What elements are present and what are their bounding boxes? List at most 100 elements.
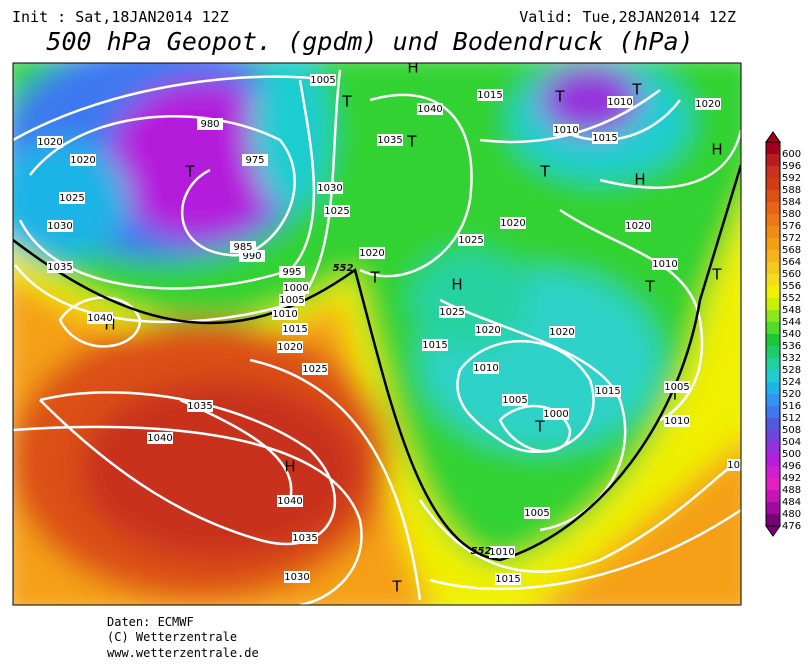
colorbar-cell — [766, 478, 780, 490]
isobar-label-bg — [359, 247, 385, 259]
isobar-label-bg — [543, 408, 569, 420]
colorbar-arrow-bottom — [765, 525, 781, 537]
map-title: 500 hPa Geopot. (gpdm) und Bodendruck (h… — [46, 27, 693, 56]
isobar-label: 995 — [282, 267, 301, 278]
isobar-label-bg — [272, 308, 298, 320]
isobar-label: 1035 — [377, 135, 402, 146]
pressure-center: T — [644, 278, 655, 296]
isobar-label: 1010 — [489, 547, 514, 558]
colorbar-cell — [766, 490, 780, 502]
contour-label: 552 — [471, 546, 492, 557]
pressure-center: T — [341, 93, 352, 111]
isobar-label: 1020 — [277, 342, 302, 353]
isobar-label-bg — [70, 154, 96, 166]
isobar-label: 1010 — [473, 363, 498, 374]
isobar-label: 1025 — [439, 307, 464, 318]
colorbar-label: 504 — [782, 437, 801, 448]
isobar-label: 1025 — [59, 193, 84, 204]
isobar-label-bg — [652, 258, 678, 270]
isobar-label: 1005 — [664, 382, 689, 393]
colorbar-cell — [766, 334, 780, 346]
isobar-label-bg — [277, 495, 303, 507]
footer-url: www.wetterzentrale.de — [107, 646, 259, 660]
pressure-center: T — [406, 133, 417, 151]
isobar-label-bg — [197, 118, 223, 130]
isobar-label: 1010 — [607, 97, 632, 108]
isobar-label-bg — [473, 362, 499, 374]
isobar-label-bg — [310, 74, 336, 86]
isobar-label-bg — [500, 217, 526, 229]
isobar-label: 1020 — [37, 137, 62, 148]
isobar-label-bg — [279, 294, 305, 306]
colorbar-label: 592 — [782, 173, 801, 184]
isobar-label-bg — [187, 400, 213, 412]
isobar-label-bg — [147, 432, 173, 444]
colorbar-label: 512 — [782, 413, 801, 424]
pressure-center: T — [554, 88, 565, 106]
pressure-center: H — [104, 316, 115, 334]
isobar-label-bg — [277, 341, 303, 353]
isobar-label: 1020 — [475, 325, 500, 336]
isobar-label-bg — [59, 192, 85, 204]
isobar-label-bg — [727, 459, 741, 471]
colorbar: 6005965925885845805765725685645605565525… — [765, 131, 801, 537]
geopotential-field — [13, 63, 741, 605]
isobar-label: 1015 — [595, 386, 620, 397]
colorbar-cell — [766, 370, 780, 382]
pressure-center: T — [631, 81, 642, 99]
isobar-label-bg — [242, 154, 268, 166]
isobar-label-bg — [47, 261, 73, 273]
pressure-center: T — [539, 163, 550, 181]
colorbar-cell — [766, 190, 780, 202]
colorbar-cell — [766, 394, 780, 406]
isobar-label-bg — [524, 507, 550, 519]
isobar-label-bg — [283, 282, 309, 294]
isobar-label-bg — [279, 266, 305, 278]
contour-552 — [13, 164, 741, 562]
pressure-center: H — [634, 171, 645, 189]
colorbar-label: 600 — [782, 149, 801, 160]
isobar-label: 975 — [245, 155, 264, 166]
isobar-label-bg — [47, 220, 73, 232]
colorbar-label: 596 — [782, 161, 801, 172]
isobar-label: 1020 — [695, 99, 720, 110]
init-time: Init : Sat,18JAN2014 12Z — [12, 8, 229, 26]
isobar-label: 1010 — [664, 416, 689, 427]
colorbar-label: 588 — [782, 185, 801, 196]
colorbar-cell — [766, 178, 780, 190]
isobar-label-bg — [475, 324, 501, 336]
isobar-label: 1015 — [495, 574, 520, 585]
isobar-label: 1015 — [592, 133, 617, 144]
pressure-center: T — [184, 163, 195, 181]
colorbar-label: 580 — [782, 209, 801, 220]
colorbar-label: 480 — [782, 509, 801, 520]
colorbar-cell — [766, 358, 780, 370]
isobar-label-bg — [664, 381, 690, 393]
pressure-center: H — [284, 458, 295, 476]
contour-label: 552 — [333, 263, 354, 274]
valid-time: Valid: Tue,28JAN2014 12Z — [519, 8, 736, 26]
colorbar-label: 484 — [782, 497, 801, 508]
isobar-label-bg — [607, 96, 633, 108]
isobar-label: 1030 — [47, 221, 72, 232]
colorbar-label: 584 — [782, 197, 801, 208]
isobar-label-bg — [549, 326, 575, 338]
colorbar-label: 564 — [782, 257, 801, 268]
colorbar-label: 532 — [782, 353, 801, 364]
colorbar-cell — [766, 310, 780, 322]
isobar-label-bg — [302, 363, 328, 375]
footer-source: Daten: ECMWF — [107, 615, 194, 629]
isobar-label-bg — [592, 132, 618, 144]
colorbar-label: 568 — [782, 245, 801, 256]
colorbar-label: 548 — [782, 305, 801, 316]
colorbar-label: 492 — [782, 473, 801, 484]
isobar-label-bg — [495, 573, 521, 585]
colorbar-label: 576 — [782, 221, 801, 232]
colorbar-label: 476 — [782, 521, 801, 532]
colorbar-cell — [766, 346, 780, 358]
colorbar-label: 496 — [782, 461, 801, 472]
colorbar-label: 500 — [782, 449, 801, 460]
